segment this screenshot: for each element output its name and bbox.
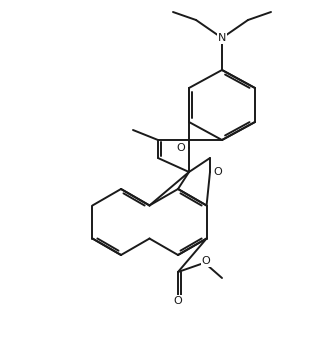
Text: O: O — [174, 296, 182, 306]
Text: O: O — [214, 167, 222, 177]
Text: O: O — [177, 143, 185, 153]
Text: O: O — [202, 256, 210, 266]
Text: N: N — [218, 33, 226, 43]
